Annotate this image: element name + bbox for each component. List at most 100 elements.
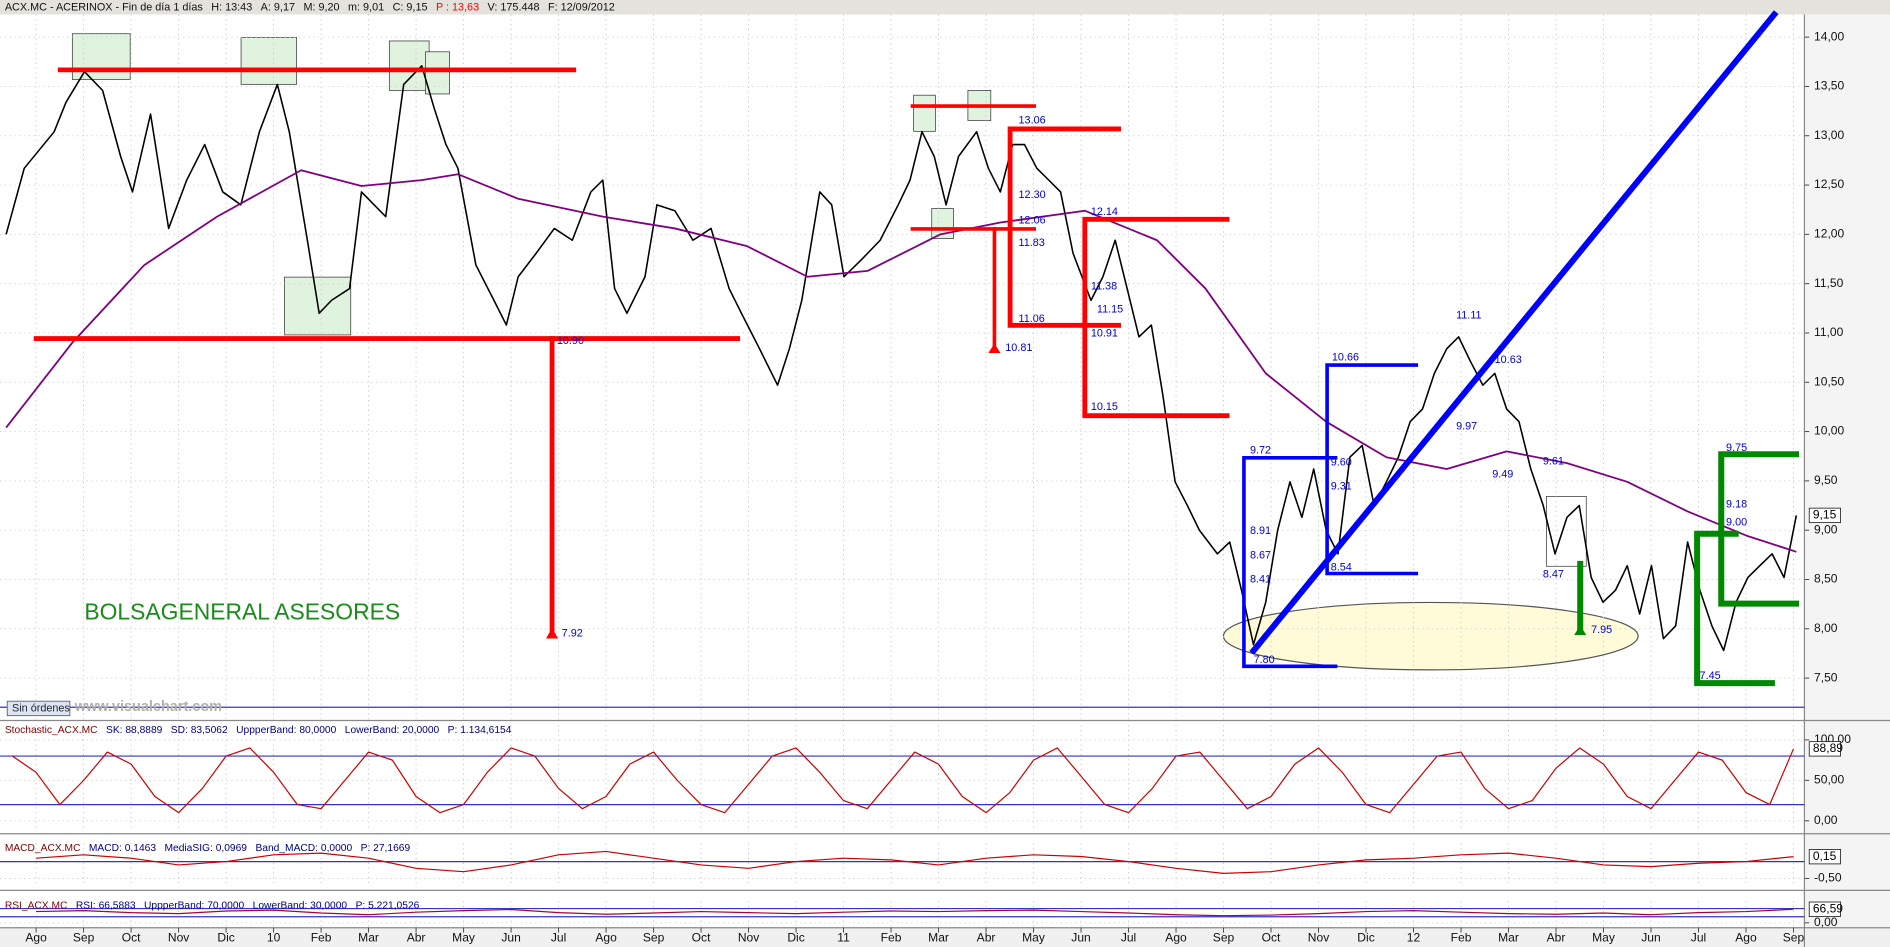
x-tick-label: Sep	[643, 931, 665, 945]
x-tick-label: Mar	[358, 931, 379, 945]
x-tick-label: Jul	[1121, 931, 1136, 945]
level-annotation: 11.38	[1091, 281, 1117, 293]
x-tick-label: 11	[837, 931, 850, 945]
panel-header: Band_MACD: 0,0000	[255, 843, 352, 854]
title-bar	[0, 0, 1890, 15]
level-annotation: 7.92	[562, 628, 583, 640]
level-annotation: 12.14	[1091, 206, 1118, 218]
y-tick-label: 14,00	[1814, 29, 1844, 43]
y-tick-label: 7,50	[1814, 670, 1838, 684]
x-tick-label: Abr	[407, 931, 426, 945]
highlight-box	[931, 208, 954, 239]
trend-line	[1249, 10, 1779, 655]
level-annotation: 12.06	[1019, 214, 1046, 226]
site-watermark: www.visualchart.com	[74, 699, 222, 715]
target-marker	[546, 627, 559, 639]
level-annotation: 7.95	[1591, 624, 1612, 636]
level-annotation: 8.41	[1250, 573, 1271, 585]
red-levels	[33, 67, 1230, 635]
x-tick-label: Oct	[692, 931, 711, 945]
panel-header: RSI_ACX.MC	[5, 901, 68, 912]
level-annotation: 8.91	[1250, 525, 1271, 537]
level-annotation: 11.06	[1019, 313, 1045, 325]
panel-header: F: 12/09/2012	[548, 2, 615, 14]
highlight-box	[240, 36, 297, 85]
x-tick-label: Ago	[1165, 931, 1187, 945]
x-tick-label: Jun	[1071, 931, 1090, 945]
y-tick-label: 12,00	[1814, 227, 1844, 241]
highlight-box	[1546, 496, 1587, 567]
blue-levels	[1242, 10, 1779, 669]
panel-header: m: 9,01	[348, 2, 384, 14]
orders-button[interactable]	[6, 700, 71, 717]
panel-header: P: 27,1669	[361, 843, 411, 854]
x-tick-label: Feb	[311, 931, 332, 945]
level-annotation: 8.54	[1331, 561, 1352, 573]
level-annotation: 7.80	[1254, 654, 1275, 666]
y-tick-label: 8,00	[1814, 621, 1838, 635]
x-tick-label: Sep	[1213, 931, 1235, 945]
series-line	[35, 850, 1794, 874]
level-annotation: 10.63	[1495, 354, 1522, 366]
panel-header: P : 13,63	[436, 2, 479, 14]
level-annotation: 10.91	[1091, 328, 1118, 340]
x-tick-label: Ago	[1735, 931, 1757, 945]
panel-header: A: 9,17	[261, 2, 295, 14]
y-tick-label: 0,00	[1814, 813, 1838, 827]
x-tick-label: Dic	[217, 931, 234, 945]
last-value-label: 9,15	[1813, 508, 1837, 522]
level-annotation: 10.90	[557, 335, 584, 347]
level-annotation: 11.83	[1019, 237, 1045, 249]
x-tick-label: May	[452, 931, 475, 945]
y-tick-label: 11,50	[1814, 276, 1844, 290]
x-tick-label: Dic	[1357, 931, 1374, 945]
level-annotation: 9.61	[1543, 455, 1564, 467]
watermark: BOLSAGENERAL ASESORES	[84, 598, 400, 624]
last-value-label: 88,89	[1813, 741, 1843, 755]
range-bracket	[1082, 216, 1230, 419]
x-tick-label: Abr	[977, 931, 996, 945]
level-annotation: 9.18	[1726, 499, 1747, 511]
range-bracket	[1325, 363, 1419, 576]
x-tick-label: Ago	[595, 931, 617, 945]
series-line	[5, 169, 1797, 553]
series-line	[11, 747, 1795, 814]
range-bracket	[1718, 451, 1799, 607]
panel-header: ACX.MC - ACERINOX - Fin de día 1 días	[5, 2, 204, 14]
x-tick-label: Dic	[787, 931, 804, 945]
range-bracket	[1242, 456, 1338, 669]
panel-header: MACD_ACX.MC	[5, 843, 81, 854]
series-line	[36, 908, 1794, 917]
last-value-box	[1808, 507, 1842, 524]
price-axis-area	[1804, 14, 1890, 947]
orders-label[interactable]: Sin órdenes	[12, 702, 70, 714]
level-annotation: 10.15	[1091, 401, 1118, 413]
target-marker	[988, 343, 1001, 354]
highlight-box	[71, 33, 131, 80]
x-tick-label: Abr	[1547, 931, 1566, 945]
level-annotation: 11.15	[1097, 304, 1123, 316]
panel-header: MACD: 0,1463	[89, 843, 156, 854]
panel-header: SD: 83,5062	[171, 725, 228, 736]
last-value-box	[1808, 849, 1842, 865]
x-tick-label: Nov	[738, 931, 759, 945]
panel-header: SK: 88,8889	[106, 725, 163, 736]
panel-header: MediaSIG: 0,0969	[164, 843, 247, 854]
x-tick-label: 12	[1407, 931, 1421, 945]
y-tick-label: 11,00	[1814, 325, 1844, 339]
panel-header: V: 175.448	[488, 2, 540, 14]
green-levels	[1577, 451, 1799, 687]
highlight-boxes	[71, 33, 1587, 567]
level-annotation: 11.11	[1456, 310, 1482, 322]
level-annotation: 9.00	[1726, 517, 1747, 529]
level-annotation: 9.31	[1331, 481, 1352, 493]
x-tick-label: Feb	[881, 931, 902, 945]
y-tick-label: -0,50	[1814, 871, 1842, 885]
target-marker	[1574, 625, 1587, 635]
panel-header: M: 9,20	[303, 2, 339, 14]
level-annotation: 10.81	[1005, 342, 1032, 354]
level-annotation: 12.30	[1019, 189, 1046, 201]
y-tick-label: 9,00	[1814, 522, 1838, 536]
level-annotation: 10.66	[1332, 352, 1359, 364]
